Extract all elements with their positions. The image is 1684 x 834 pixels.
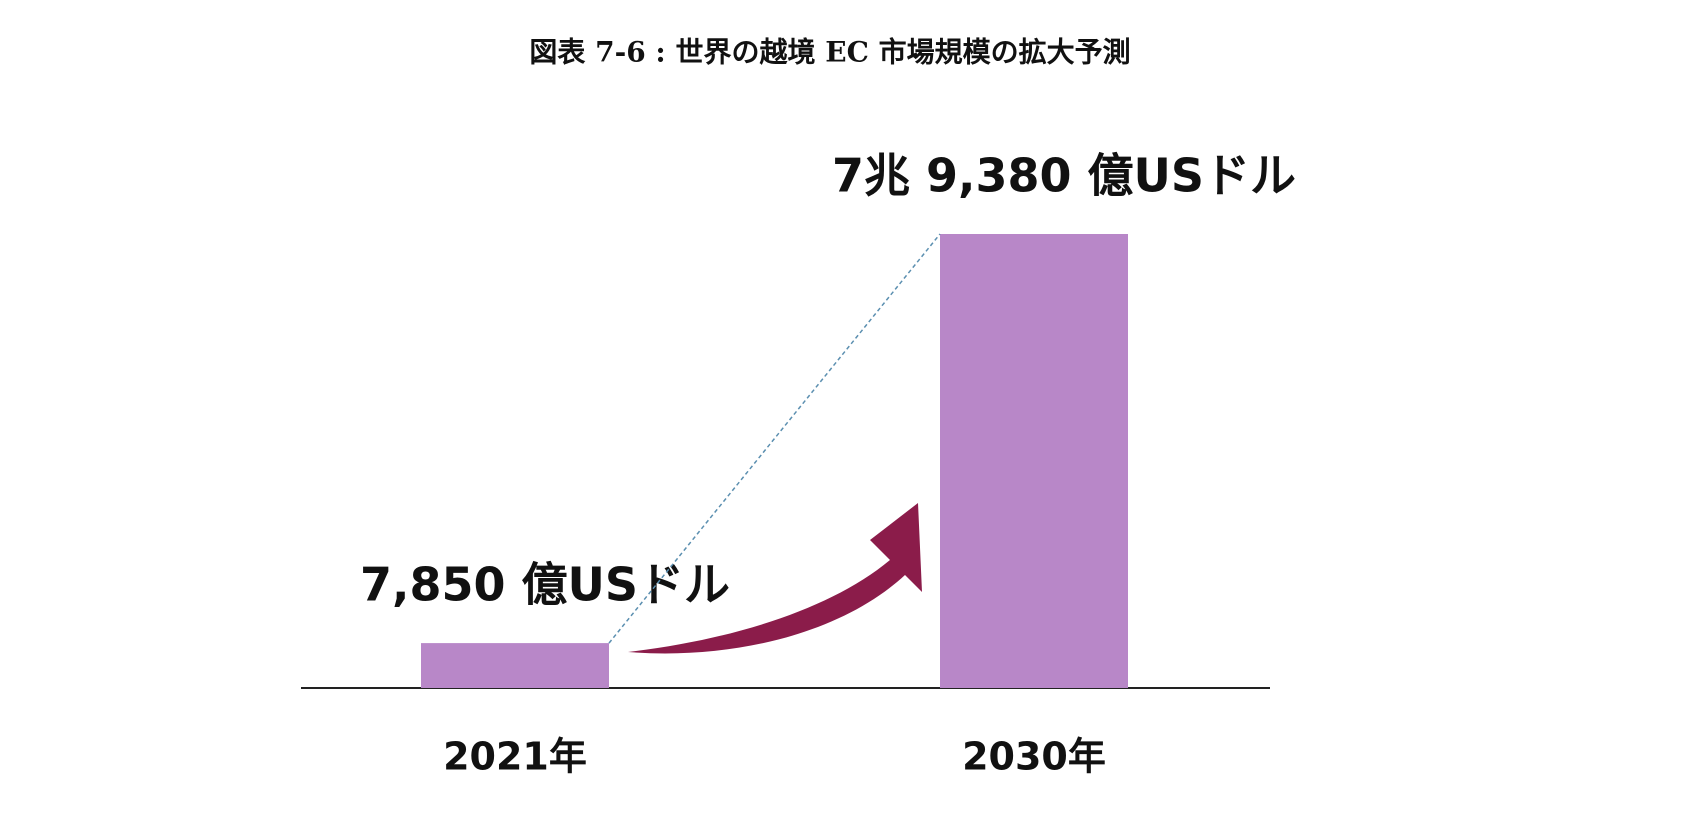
connector-line — [608, 233, 941, 644]
x-tick-label: 2030年 — [962, 735, 1106, 779]
value-label: 7,850 億USドル — [360, 558, 730, 612]
value-label: 7兆 9,380 億USドル — [832, 149, 1296, 203]
bar — [940, 234, 1128, 688]
chart-title: 図表 7-6 : 世界の越境 EC 市場規模の拡大予測 — [529, 36, 1130, 69]
bar — [421, 643, 609, 688]
growth-arrow — [628, 503, 922, 654]
x-tick-label: 2021年 — [443, 735, 587, 779]
